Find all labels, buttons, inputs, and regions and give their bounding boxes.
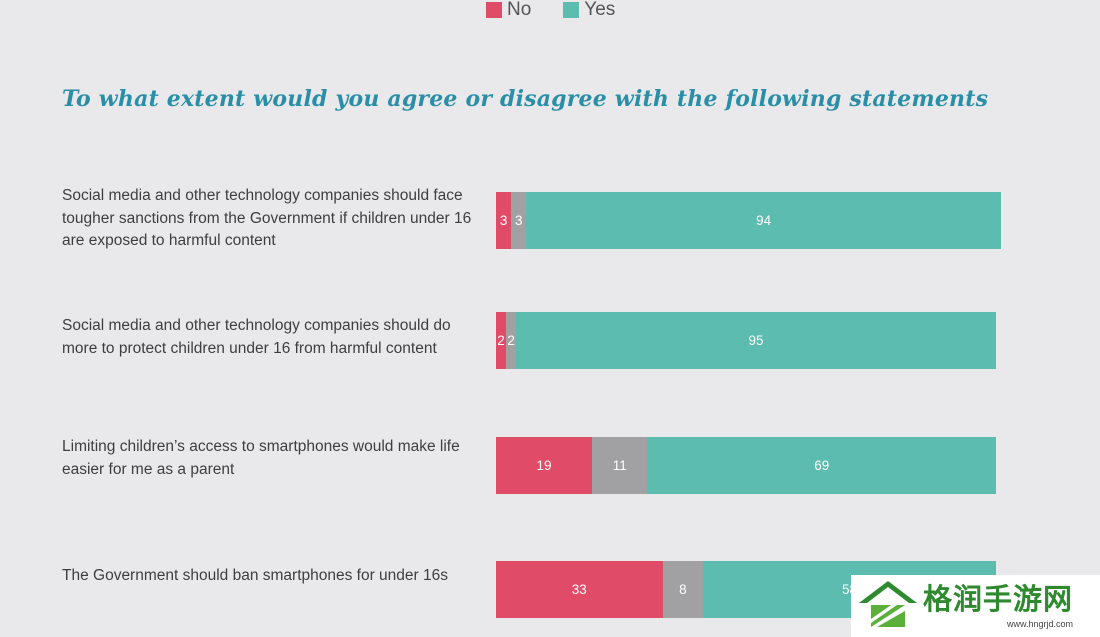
statement-label-1: Social media and other technology compan… bbox=[62, 187, 472, 249]
statement-label-4: The Government should ban smartphones fo… bbox=[62, 567, 449, 584]
statement-label-3: Limiting children’s access to smartphone… bbox=[62, 438, 460, 478]
bar-segment-no-1: 3 bbox=[496, 192, 512, 249]
bar-segment-no-4: 33 bbox=[496, 561, 663, 618]
bar-row-3: 19 11 69 bbox=[496, 437, 996, 494]
statement-label-2: Social media and other technology compan… bbox=[62, 317, 451, 357]
bar-segment-yes-3: 69 bbox=[647, 437, 996, 494]
chart-title: To what extent would you agree or disagr… bbox=[62, 86, 989, 112]
bar-segment-neutral-2: 2 bbox=[506, 312, 517, 369]
bar-segment-neutral-1: 3 bbox=[511, 192, 527, 249]
bar-segment-no-3: 19 bbox=[496, 437, 592, 494]
chart-legend: No Yes bbox=[486, 0, 615, 20]
legend-item-no: No bbox=[486, 0, 531, 21]
legend-swatch-yes bbox=[563, 2, 580, 18]
bar-segment-yes-2: 95 bbox=[516, 312, 996, 369]
legend-swatch-no bbox=[486, 2, 502, 18]
legend-item-yes: Yes bbox=[563, 0, 615, 21]
bar-segment-neutral-4: 8 bbox=[662, 561, 704, 618]
watermark-badge: 格润手游网 www.hngrjd.com bbox=[851, 575, 1100, 637]
house-logo-icon bbox=[859, 581, 917, 627]
bar-row-1: 3 3 94 bbox=[496, 192, 1001, 249]
bar-row-2: 2 2 95 bbox=[496, 312, 996, 369]
watermark-url: www.hngrjd.com bbox=[1006, 619, 1074, 629]
watermark-title: 格润手游网 bbox=[923, 584, 1074, 616]
legend-label-yes: Yes bbox=[584, 0, 616, 20]
bar-segment-neutral-3: 11 bbox=[591, 437, 648, 494]
legend-label-no: No bbox=[507, 0, 532, 20]
bar-segment-yes-1: 94 bbox=[526, 192, 1001, 249]
bar-segment-no-2: 2 bbox=[496, 312, 507, 369]
